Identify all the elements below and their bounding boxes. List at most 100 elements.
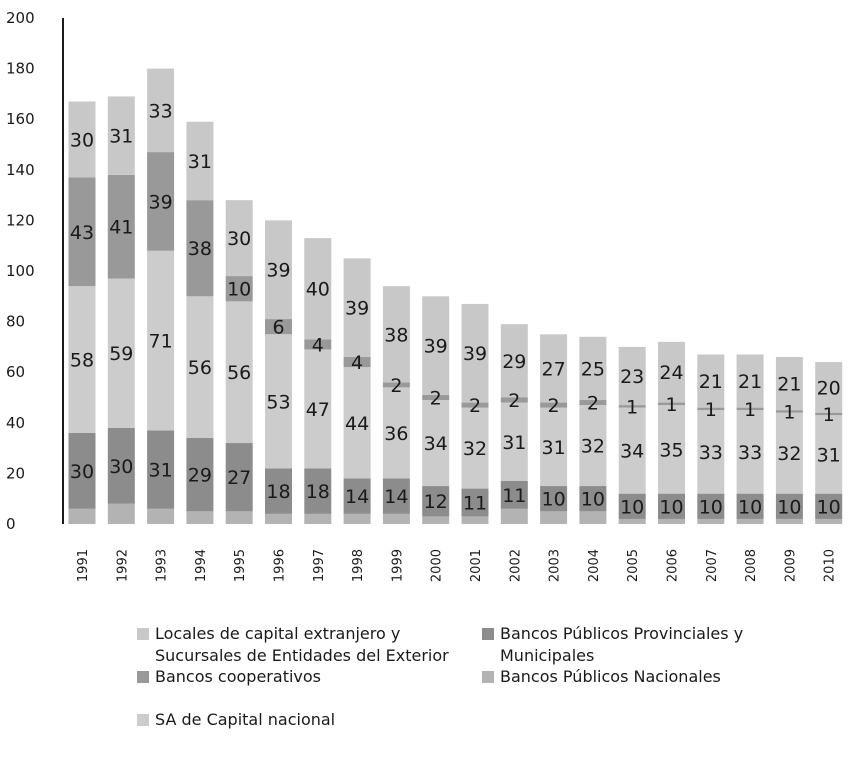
data-label: 4 [312, 334, 324, 356]
data-label: 2 [508, 390, 520, 412]
bar-segment [225, 276, 253, 302]
bar-segment [461, 407, 489, 489]
data-label: 38 [384, 324, 408, 346]
data-label: 2 [548, 395, 560, 417]
data-label: 25 [581, 358, 605, 380]
x-tick-label: 2003 [548, 549, 563, 582]
bar-segment [107, 96, 135, 175]
bar-segment [736, 518, 764, 524]
data-label: 27 [542, 358, 566, 380]
bar-segment [618, 518, 646, 524]
bar-segment [461, 303, 489, 403]
bar-segment [68, 101, 96, 178]
bar-segment [265, 468, 292, 514]
data-label: 18 [266, 481, 290, 503]
data-label: 34 [424, 433, 448, 455]
data-label: 10 [581, 489, 605, 511]
data-label: 53 [266, 391, 290, 413]
y-tick-label: 0 [6, 515, 16, 533]
y-tick-label: 60 [6, 363, 25, 381]
data-label: 14 [345, 486, 369, 508]
data-label: 10 [699, 496, 723, 518]
bar-segment [265, 513, 292, 524]
bar-segment [540, 511, 568, 524]
bar-segment [422, 296, 450, 395]
bar-segment [225, 200, 253, 277]
bar-segment [422, 516, 450, 524]
bar-segment [68, 286, 96, 433]
bar-segment [815, 415, 843, 494]
bar-segment [658, 405, 685, 494]
data-label: 31 [188, 151, 212, 173]
y-tick-label: 160 [6, 110, 35, 128]
bar-segment [343, 513, 371, 524]
data-label: 30 [227, 228, 251, 250]
bar-segment [775, 357, 803, 411]
bar-segment [147, 68, 175, 153]
data-label: 23 [620, 366, 644, 388]
bar-segment [186, 437, 214, 512]
data-label: 32 [463, 438, 487, 460]
data-label: 40 [306, 279, 330, 301]
data-label: 33 [738, 442, 762, 464]
data-label: 39 [266, 260, 290, 282]
data-label: 18 [306, 481, 330, 503]
bar-segment [775, 493, 803, 519]
data-label: 32 [777, 443, 801, 465]
bar-segment [186, 296, 214, 438]
data-label: 39 [424, 336, 448, 358]
x-tick-label: 1997 [312, 549, 327, 582]
y-tick-label: 120 [6, 211, 35, 229]
data-label: 1 [823, 404, 835, 426]
bar-segment [107, 427, 135, 504]
bar-segment [461, 516, 489, 524]
bar-segment [107, 278, 135, 428]
x-tick-label: 2007 [705, 549, 720, 582]
x-tick-label: 1994 [194, 549, 209, 582]
bar-segment [461, 402, 489, 408]
bar-segment [658, 518, 685, 524]
bar-segment [736, 410, 764, 494]
bar-segment [618, 405, 646, 408]
data-label: 30 [70, 461, 94, 483]
bar-segment [697, 493, 725, 519]
data-label: 2 [430, 388, 442, 410]
bar-segment [343, 478, 371, 514]
bar-segment [382, 382, 410, 388]
y-tick-label: 180 [6, 60, 35, 78]
data-label: 31 [109, 126, 133, 148]
x-tick-label: 2004 [587, 549, 602, 582]
data-label: 20 [817, 377, 841, 399]
bar-segment [343, 367, 371, 479]
bar-segment [382, 387, 410, 479]
bar-segment [697, 407, 725, 411]
y-tick-label: 100 [6, 262, 35, 280]
x-tick-label: 2001 [469, 549, 484, 582]
bar-segment [618, 407, 646, 494]
data-label: 39 [463, 343, 487, 365]
x-tick-label: 1991 [76, 549, 91, 582]
bar-segment [736, 493, 764, 519]
bar-segment [736, 407, 764, 411]
data-label: 21 [777, 374, 801, 396]
bar-segment [422, 486, 450, 517]
x-tick-label: 1999 [390, 549, 405, 582]
data-label: 44 [345, 413, 369, 435]
data-label: 35 [659, 439, 683, 461]
bar-segment [697, 410, 725, 494]
data-label: 10 [659, 496, 683, 518]
bar-segment [815, 493, 843, 519]
data-label: 36 [384, 423, 408, 445]
bar-segment [697, 518, 725, 524]
y-tick-label: 200 [6, 9, 35, 27]
bar-segment [147, 430, 175, 509]
bar-segment [304, 238, 332, 340]
bar-segment [500, 508, 528, 524]
x-tick-label: 1993 [155, 549, 170, 582]
data-label: 11 [463, 492, 487, 514]
bar-segment [540, 334, 568, 403]
data-label: 4 [351, 352, 363, 374]
data-labels: 3058433030594131317139332956383127561030… [70, 100, 841, 518]
x-tick-label: 2006 [666, 549, 681, 582]
